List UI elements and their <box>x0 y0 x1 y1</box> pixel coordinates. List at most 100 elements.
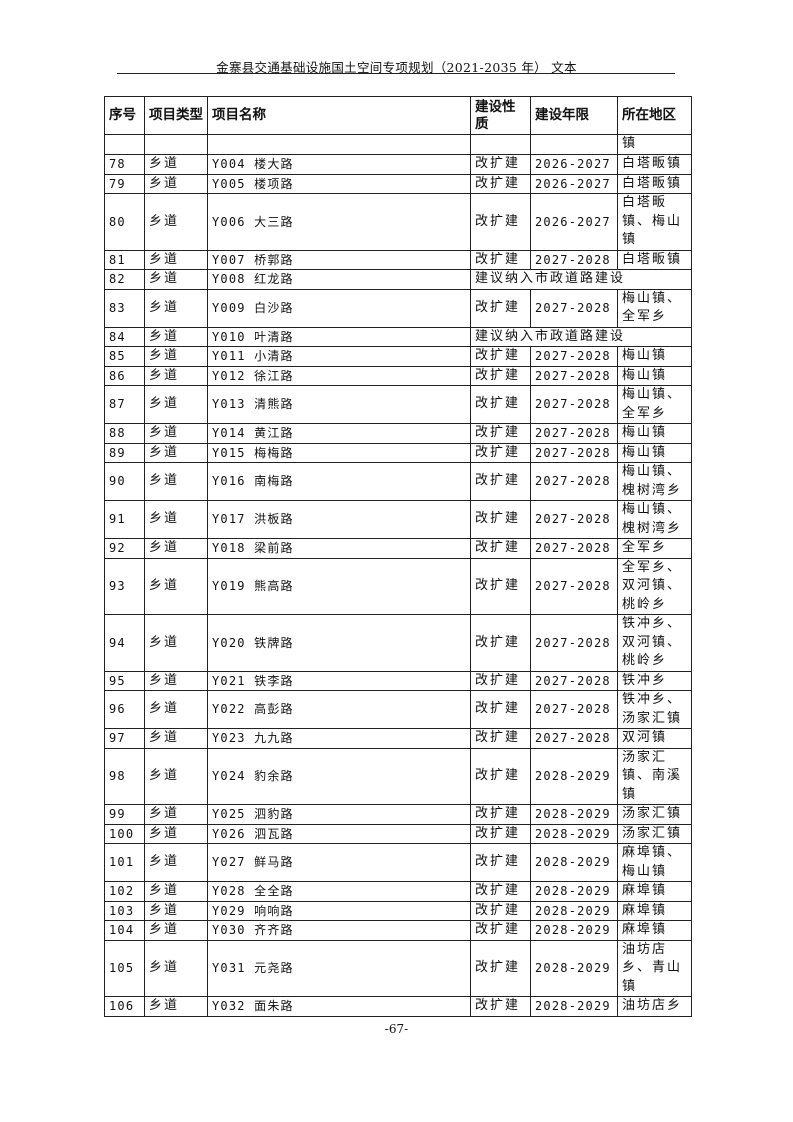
cell-type: 乡道 <box>144 423 208 444</box>
cell-name: Y007 桥郭路 <box>207 249 471 270</box>
cell-years: 2027-2028 <box>530 442 618 463</box>
cell-name: Y010 叶清路 <box>207 326 471 347</box>
cell-type: 乡道 <box>144 823 208 844</box>
cell-location: 麻埠镇 <box>617 900 692 921</box>
cell-years: 2028-2029 <box>530 996 618 1017</box>
cell-no: 82 <box>104 269 145 290</box>
cell-location: 梅山镇、全军乡 <box>617 288 692 328</box>
cell-no: 100 <box>104 823 145 844</box>
table-row: 106 乡道 Y032 面朱路 改扩建 2028-2029 油坊店乡 <box>104 996 692 1017</box>
cell-type: 乡道 <box>144 900 208 921</box>
cell-no: 95 <box>104 670 145 691</box>
cell-location: 汤家汇镇 <box>617 823 692 844</box>
cell-years: 2028-2029 <box>530 939 618 997</box>
cell-no: 97 <box>104 728 145 749</box>
cell-location: 梅山镇 <box>617 346 692 367</box>
table-header-row: 序号 项目类型 项目名称 建设性质 建设年限 所在地区 <box>104 96 692 135</box>
cell-type: 乡道 <box>144 747 208 805</box>
cell-name: Y021 铁李路 <box>207 670 471 691</box>
page-number: -67- <box>384 1022 409 1036</box>
continuation-row: 镇 <box>104 134 692 155</box>
cell-years: 2027-2028 <box>530 538 618 559</box>
table-row: 99 乡道 Y025 泗豹路 改扩建 2028-2029 汤家汇镇 <box>104 804 692 825</box>
table-row: 105 乡道 Y031 元尧路 改扩建 2028-2029 油坊店乡、青山镇 <box>104 939 692 997</box>
cell-nature: 改扩建 <box>470 500 531 539</box>
cell-no: 78 <box>104 154 145 175</box>
table-row: 94 乡道 Y020 铁牌路 改扩建 2027-2028 铁冲乡、双河镇、桃岭乡 <box>104 614 692 672</box>
cell-type: 乡道 <box>144 843 208 882</box>
cell-type: 乡道 <box>144 614 208 672</box>
cell-nature: 改扩建 <box>470 173 531 194</box>
cell-no: 88 <box>104 423 145 444</box>
cell-no: 94 <box>104 614 145 672</box>
cell-type: 乡道 <box>144 920 208 941</box>
cell-name: Y008 红龙路 <box>207 269 471 290</box>
cell-years: 2027-2028 <box>530 346 618 367</box>
table-row: 96 乡道 Y022 高彭路 改扩建 2027-2028 铁冲乡、汤家汇镇 <box>104 690 692 729</box>
cell-years: 2028-2029 <box>530 900 618 921</box>
cell-name: Y005 楼项路 <box>207 173 471 194</box>
cell-type: 乡道 <box>144 193 208 251</box>
cell-location: 白塔畈镇 <box>617 249 692 270</box>
table-row: 84 乡道 Y010 叶清路 建议纳入市政道路建设 <box>104 326 692 347</box>
cell-type: 乡道 <box>144 557 208 615</box>
cell-name: Y004 楼大路 <box>207 154 471 175</box>
cell-nature: 改扩建 <box>470 538 531 559</box>
cell-years: 2027-2028 <box>530 385 618 424</box>
cell-no: 85 <box>104 346 145 367</box>
running-header: 金寨县交通基础设施国土空间专项规划（2021-2035 年） 文本 <box>216 60 577 75</box>
cell-nature: 改扩建 <box>470 747 531 805</box>
cell-name: Y023 九九路 <box>207 728 471 749</box>
table-row: 83 乡道 Y009 白沙路 改扩建 2027-2028 梅山镇、全军乡 <box>104 288 692 328</box>
cell-no: 103 <box>104 900 145 921</box>
cell-nature: 改扩建 <box>470 154 531 175</box>
cell-type: 乡道 <box>144 385 208 424</box>
cell-no: 105 <box>104 939 145 997</box>
cell-type: 乡道 <box>144 249 208 270</box>
cell-location: 汤家汇镇 <box>617 804 692 825</box>
cell-nature: 改扩建 <box>470 193 531 251</box>
cell-nature: 改扩建 <box>470 442 531 463</box>
cell-type: 乡道 <box>144 173 208 194</box>
cell-years: 2027-2028 <box>530 557 618 615</box>
cell-years: 2027-2028 <box>530 462 618 501</box>
cell-nature: 改扩建 <box>470 939 531 997</box>
cell-nature: 改扩建 <box>470 249 531 270</box>
cell-years: 2027-2028 <box>530 690 618 729</box>
cell-name: Y011 小清路 <box>207 346 471 367</box>
cell-type: 乡道 <box>144 996 208 1017</box>
cell-name: Y014 黄江路 <box>207 423 471 444</box>
cell-name: Y013 清熊路 <box>207 385 471 424</box>
col-header-years: 建设年限 <box>530 96 618 135</box>
cell-name: Y027 鲜马路 <box>207 843 471 882</box>
cell-location: 双河镇 <box>617 728 692 749</box>
cell-years: 2028-2029 <box>530 881 618 902</box>
table-row: 86 乡道 Y012 徐江路 改扩建 2027-2028 梅山镇 <box>104 365 692 386</box>
cell-name: Y022 高彭路 <box>207 690 471 729</box>
cell-type: 乡道 <box>144 288 208 328</box>
cell-location: 全军乡、双河镇、桃岭乡 <box>617 557 692 615</box>
cell-name: Y017 洪板路 <box>207 500 471 539</box>
cell-years: 2028-2029 <box>530 804 618 825</box>
cell-name: Y028 全全路 <box>207 881 471 902</box>
cell-location: 梅山镇 <box>617 442 692 463</box>
table-row: 82 乡道 Y008 红龙路 建议纳入市政道路建设 <box>104 269 692 290</box>
cell-no: 90 <box>104 462 145 501</box>
cell-type: 乡道 <box>144 500 208 539</box>
table-row: 90 乡道 Y016 南梅路 改扩建 2027-2028 梅山镇、槐树湾乡 <box>104 462 692 501</box>
table-row: 79 乡道 Y005 楼项路 改扩建 2026-2027 白塔畈镇 <box>104 173 692 194</box>
table-row: 102 乡道 Y028 全全路 改扩建 2028-2029 麻埠镇 <box>104 881 692 902</box>
cell-type: 乡道 <box>144 690 208 729</box>
cell-name: Y020 铁牌路 <box>207 614 471 672</box>
cell-nature: 改扩建 <box>470 881 531 902</box>
cell-no: 99 <box>104 804 145 825</box>
cell-location: 白塔畈镇、梅山镇 <box>617 193 692 251</box>
cell-type: 乡道 <box>144 326 208 347</box>
table-row: 87 乡道 Y013 清熊路 改扩建 2027-2028 梅山镇、全军乡 <box>104 385 692 424</box>
table-row: 101 乡道 Y027 鲜马路 改扩建 2028-2029 麻埠镇、梅山镇 <box>104 843 692 882</box>
table-row: 88 乡道 Y014 黄江路 改扩建 2027-2028 梅山镇 <box>104 423 692 444</box>
cell-years: 2027-2028 <box>530 670 618 691</box>
cell-type: 乡道 <box>144 462 208 501</box>
cell-name: Y031 元尧路 <box>207 939 471 997</box>
cell-type: 乡道 <box>144 670 208 691</box>
